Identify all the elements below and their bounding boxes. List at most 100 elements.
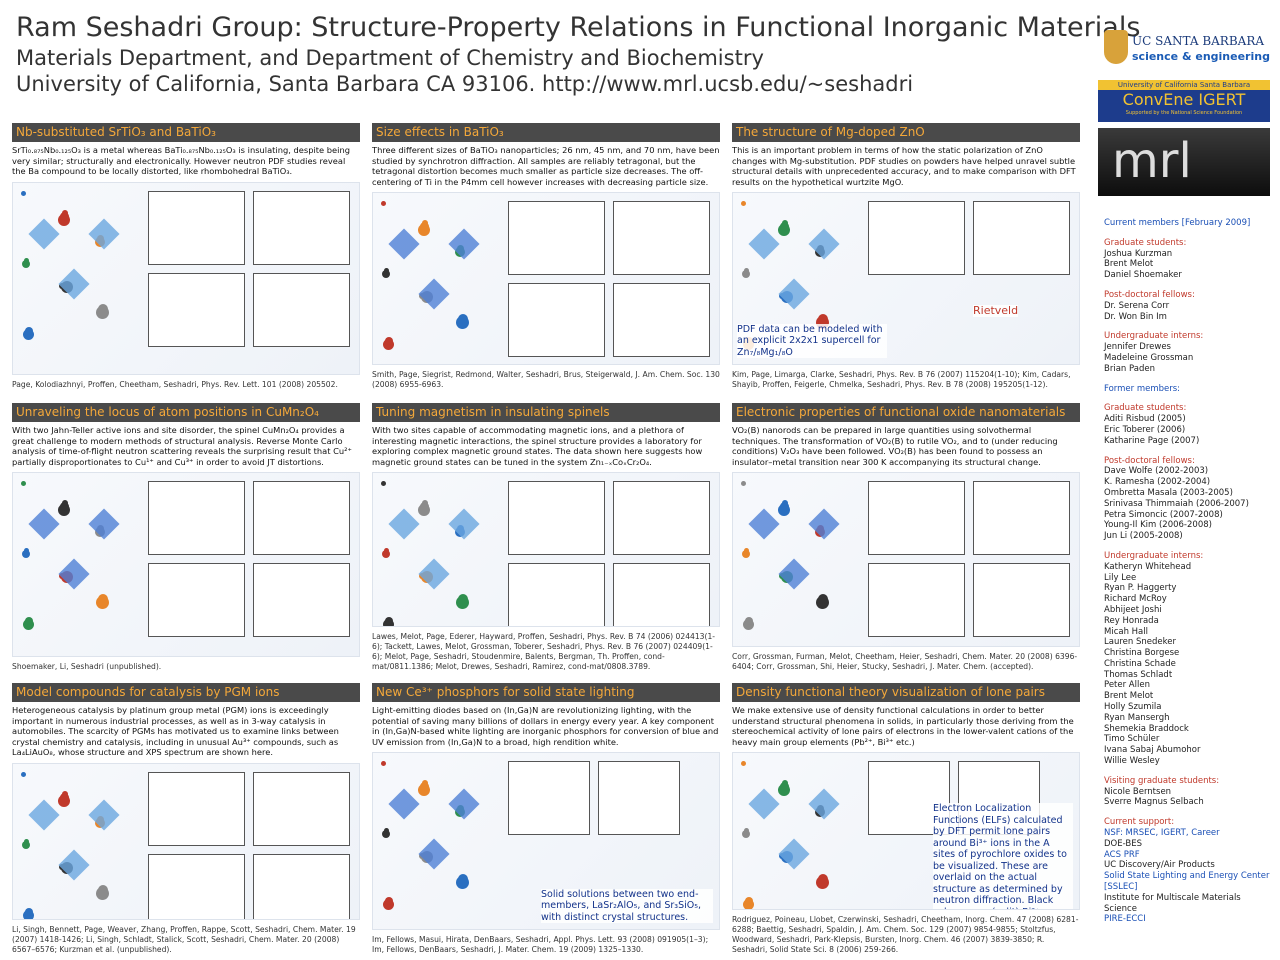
polyhedron (28, 218, 60, 250)
atom (780, 222, 789, 232)
panel-body: We make extensive use of density functio… (732, 705, 1074, 747)
atom (745, 617, 753, 626)
citation: Kim, Page, Limarga, Clarke, Seshadri, Ph… (732, 370, 1071, 389)
member-name: Shemekia Braddock (1104, 723, 1189, 734)
support-item: NSF: MRSEC, IGERT, Career (1104, 828, 1220, 839)
citation: Rodriguez, Poineau, Llobet, Czerwinski, … (732, 915, 1079, 954)
atom (741, 481, 746, 487)
plot-panel (253, 481, 350, 556)
atom (22, 550, 30, 559)
igert-top: University of California Santa Barbara (1098, 80, 1270, 90)
member-name: Thomas Schladt (1104, 669, 1173, 680)
plot-panel (508, 563, 605, 627)
support-item: UC Discovery/Air Products (1104, 860, 1215, 871)
atom (24, 548, 29, 554)
atom (744, 828, 749, 834)
member-name: Lauren Snedeker (1104, 637, 1176, 648)
panel-body: Three different sizes of BaTiO₃ nanopart… (372, 145, 720, 187)
member-name: Micah Hall (1104, 626, 1148, 637)
atom (741, 761, 746, 767)
plot-panel (613, 283, 710, 358)
member-name: Jennifer Drewes (1104, 342, 1171, 353)
plot-panel (508, 761, 590, 836)
figure-caption: PDF data can be modeled with an explicit… (737, 323, 887, 358)
ucsb-seal (1104, 30, 1128, 64)
group-heading: Post-doctoral fellows: (1104, 455, 1195, 466)
plot-panel (253, 563, 350, 638)
member-name: Dave Wolfe (2002-2003) (1104, 466, 1209, 477)
atom (782, 500, 788, 507)
group-heading: Undergraduate interns: (1104, 331, 1204, 342)
figure-caption: Solid solutions between two end-members,… (541, 888, 713, 923)
atom (381, 481, 386, 487)
plot-panel (148, 563, 245, 638)
plot-panel (148, 272, 245, 347)
panel: Nb-substituted SrTiO₃ and BaTiO₃ SrTi₀.₈₇… (12, 123, 360, 390)
plot-panel (613, 201, 710, 276)
atom (381, 761, 386, 767)
atom (384, 828, 389, 834)
atom (782, 780, 788, 787)
polyhedron (88, 799, 120, 831)
atom (458, 594, 468, 605)
atom (458, 314, 468, 325)
atom (744, 268, 749, 274)
plot-panel (613, 563, 710, 627)
support-item: Solid State Lighting and Energy Center [… (1104, 871, 1270, 893)
member-name: Dr. Won Bin Im (1104, 311, 1167, 322)
atom (422, 500, 428, 507)
citation: Shoemaker, Li, Seshadri (unpublished). (12, 662, 162, 671)
figure: Electron Localization Functions (ELFs) c… (732, 752, 1080, 910)
figure (12, 181, 360, 375)
polyhedron (778, 558, 810, 590)
figure (12, 762, 360, 920)
group-heading: Post-doctoral fellows: (1104, 289, 1195, 300)
atom (385, 897, 393, 906)
citation: Li, Singh, Bennett, Page, Weaver, Zhang,… (12, 925, 356, 954)
panel-body: Light-emitting diodes based on (In,Ga)N … (372, 705, 719, 747)
citation: Smith, Page, Siegrist, Redmond, Walter, … (372, 370, 720, 389)
atom (422, 780, 428, 787)
figure-label: Rietveld (973, 304, 1019, 318)
panel: The structure of Mg-doped ZnO This is an … (732, 123, 1080, 390)
mrl-logo: mrl (1098, 128, 1270, 196)
member-name: Christina Borgese (1104, 648, 1180, 659)
panel: Density functional theory visualization … (732, 683, 1080, 955)
member-name: Abhijeet Joshi (1104, 604, 1162, 615)
atom (742, 550, 750, 559)
group-heading: Graduate students: (1104, 403, 1187, 414)
atom (382, 550, 390, 559)
panel-body: With two Jahn-Teller active ions and sit… (12, 425, 352, 467)
citation: Corr, Grossman, Furman, Melot, Cheetham,… (732, 652, 1078, 671)
panel-body: VO₂(B) nanorods can be prepared in large… (732, 425, 1058, 467)
figure: Solid solutions between two end-members,… (372, 752, 720, 930)
igert-subtitle: Supported by the National Science Founda… (1125, 110, 1243, 116)
polyhedron (778, 838, 810, 870)
member-name: Brian Paden (1104, 363, 1155, 374)
plot-panel (253, 771, 350, 846)
polyhedron (28, 508, 60, 540)
panel-title: Size effects in BaTiO₃ (372, 123, 720, 142)
panel-title: Density functional theory visualization … (732, 683, 1080, 702)
atom (745, 897, 753, 906)
atom (780, 502, 789, 512)
member-name: Ryan Mansergh (1104, 712, 1170, 723)
atom (382, 270, 390, 279)
member-name: Daniel Shoemaker (1104, 270, 1182, 281)
plot-panel (148, 190, 245, 265)
section-title: Current members [February 2009] (1104, 218, 1251, 228)
atom (384, 268, 389, 274)
department-line: Materials Department, and Department of … (16, 46, 764, 70)
plot-panel (598, 761, 680, 836)
polyhedron (58, 268, 90, 300)
polyhedron (418, 838, 450, 870)
ucsb-subtitle: science & engineering (1132, 50, 1270, 63)
plot-panel (973, 201, 1070, 276)
atom (22, 840, 30, 849)
atom (62, 209, 68, 216)
atom (98, 884, 108, 895)
polyhedron (28, 799, 60, 831)
igert-name: ConvEne IGERT (1122, 90, 1246, 109)
group-heading: Visiting graduate students: (1104, 775, 1220, 786)
support-item: PIRE-ECCI (1104, 914, 1146, 925)
